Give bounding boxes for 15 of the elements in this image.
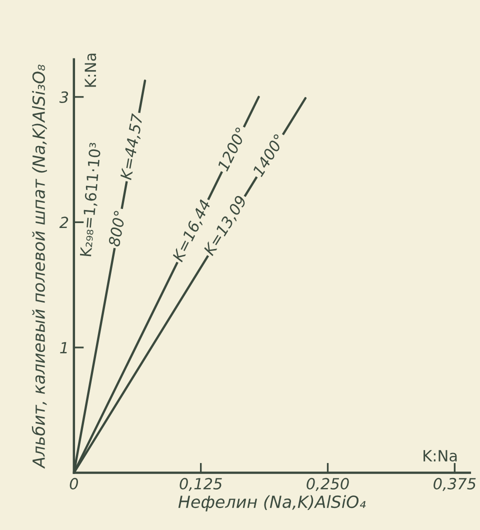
annotation: K₂₉₈=1,611·10³ bbox=[80, 142, 103, 256]
annotation: 800° bbox=[108, 210, 126, 247]
annotation: K:Na bbox=[84, 54, 96, 87]
y-tick-label: 3 bbox=[59, 91, 68, 103]
y-axis-title: Альбит, калиевый полевой шпат (Na,K)AlSi₃O₈ bbox=[32, 64, 47, 469]
annotation: 1200° bbox=[216, 126, 247, 172]
x-tick-label: 0,125 bbox=[180, 478, 222, 492]
x-tick-label: 0,375 bbox=[434, 478, 476, 492]
x-tick-label: 0 bbox=[70, 478, 78, 490]
annotation: K:Na bbox=[424, 450, 457, 462]
y-tick-label: 2 bbox=[59, 216, 68, 228]
x-tick-label: 0,250 bbox=[306, 478, 349, 492]
annotation: K=44,57 bbox=[120, 113, 145, 180]
x-axis-title: Нефелин (Na,K)AlSiO₄ bbox=[178, 495, 366, 512]
y-tick-label: 1 bbox=[60, 342, 67, 354]
